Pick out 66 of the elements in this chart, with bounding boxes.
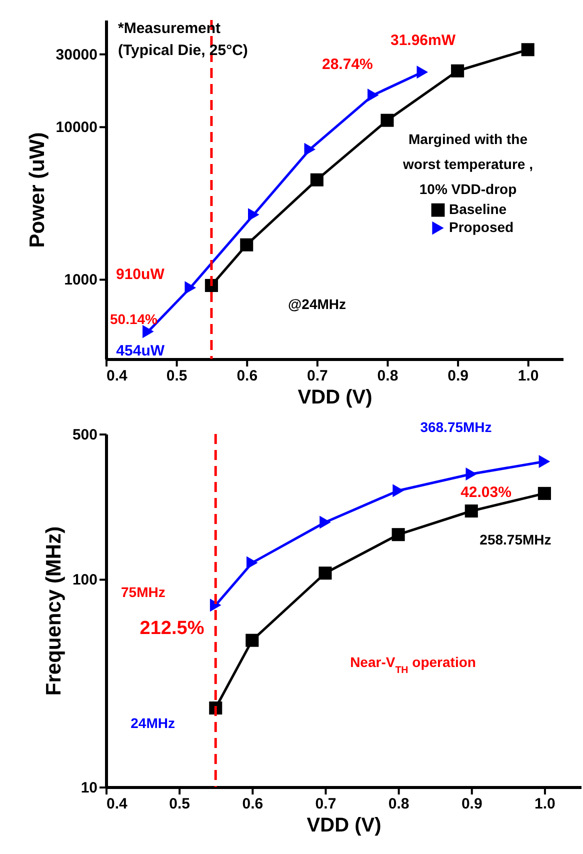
y-tick-label: 100 bbox=[72, 572, 98, 589]
x-tick-label: 1.0 bbox=[518, 368, 539, 384]
point bbox=[538, 454, 550, 468]
annotation: worst temperature , bbox=[402, 156, 533, 172]
annotation: 258.75MHz bbox=[480, 531, 552, 548]
x-tick-label: 0.4 bbox=[106, 368, 128, 384]
point bbox=[538, 486, 551, 500]
point bbox=[310, 173, 324, 186]
annotation: 910uW bbox=[116, 266, 166, 283]
annotation: 24MHz bbox=[130, 715, 175, 731]
point bbox=[248, 208, 260, 222]
legend-label: Proposed bbox=[449, 219, 514, 236]
x-tick-label: 1.0 bbox=[534, 796, 556, 812]
x-axis-title: VDD (V) bbox=[306, 814, 382, 836]
x-tick-label: 0.9 bbox=[461, 796, 482, 812]
point bbox=[451, 64, 464, 78]
y-tick-label: 500 bbox=[72, 426, 98, 444]
x-tick-label: 0.6 bbox=[242, 796, 264, 812]
legend-label: Baseline bbox=[449, 201, 507, 218]
point bbox=[368, 88, 379, 102]
point bbox=[184, 281, 196, 294]
point bbox=[318, 566, 332, 580]
annotation: 75MHz bbox=[121, 584, 166, 600]
point bbox=[142, 325, 154, 338]
x-tick-label: 0.8 bbox=[388, 796, 410, 812]
x-axis-title: VDD (V) bbox=[298, 386, 372, 408]
annotation: 42.03% bbox=[460, 484, 512, 501]
x-tick-label: 0.7 bbox=[306, 368, 328, 384]
annotation: 212.5% bbox=[140, 618, 204, 639]
point bbox=[246, 556, 258, 570]
annotation: 10% VDD-drop bbox=[419, 181, 517, 197]
y-tick-label: 1000 bbox=[64, 272, 98, 289]
point bbox=[246, 634, 259, 647]
point bbox=[416, 66, 428, 79]
annotation: 50.14% bbox=[110, 311, 158, 327]
point bbox=[240, 238, 254, 252]
y-axis-title: Power (uW) bbox=[26, 132, 49, 248]
point bbox=[464, 504, 478, 518]
y-axis-title: Frequency (MHz) bbox=[42, 526, 66, 696]
x-tick-label: 0.5 bbox=[169, 796, 190, 812]
annotation: @24MHz bbox=[288, 296, 346, 312]
annotation: *Measurement bbox=[118, 20, 221, 37]
point bbox=[392, 528, 405, 542]
point bbox=[380, 114, 394, 127]
y-tick-label: 10 bbox=[80, 780, 98, 796]
point bbox=[466, 467, 478, 481]
y-tick-label: 10000 bbox=[56, 119, 98, 136]
point bbox=[392, 484, 404, 498]
annotation: Margined with the bbox=[408, 131, 528, 147]
y-tick-label: 30000 bbox=[56, 46, 98, 64]
point bbox=[304, 142, 316, 156]
annotation: 31.96mW bbox=[390, 32, 456, 49]
x-tick-label: 0.8 bbox=[377, 368, 398, 384]
annotation: Near-V$_{TH}$ operation bbox=[350, 654, 476, 676]
x-tick-label: 0.7 bbox=[315, 796, 336, 812]
annotation: (Typical Die, 25°C) bbox=[118, 42, 248, 59]
annotation: 454uW bbox=[116, 342, 166, 360]
annotation: 28.74% bbox=[322, 56, 373, 73]
annotation: 368.75MHz bbox=[420, 419, 492, 435]
point bbox=[320, 516, 331, 529]
x-tick-label: 0.4 bbox=[106, 796, 128, 812]
x-tick-label: 0.5 bbox=[166, 368, 188, 384]
point bbox=[210, 598, 222, 612]
x-tick-label: 0.6 bbox=[236, 368, 258, 384]
x-tick-label: 0.9 bbox=[448, 368, 468, 384]
point bbox=[521, 43, 534, 56]
